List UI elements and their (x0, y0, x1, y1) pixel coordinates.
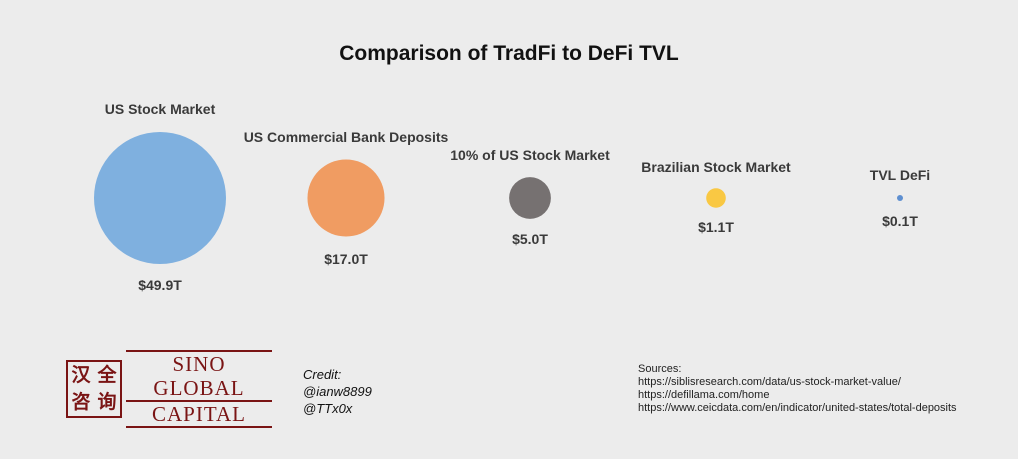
source-link: https://siblisresearch.com/data/us-stock… (638, 376, 901, 388)
credit-line: @ianw8899 (303, 384, 372, 399)
source-link: https://defillama.com/home (638, 389, 770, 401)
bubble-name-label: US Stock Market (105, 101, 216, 117)
sources-block: Sources: https://siblisresearch.com/data… (638, 363, 957, 415)
bubble-2 (509, 177, 551, 219)
logo-line-2: CAPITAL (126, 402, 272, 428)
credit-line: @TTx0x (303, 401, 353, 416)
bubble-name-label: TVL DeFi (870, 167, 930, 183)
bubble-name-label: Brazilian Stock Market (641, 159, 791, 175)
bubble-value-label: $1.1T (698, 219, 734, 235)
logo-chinese-seal: 汉 全 咨 询 (66, 360, 122, 418)
bubble-4 (897, 195, 903, 201)
logo-wordmark: SINO GLOBAL CAPITAL (126, 350, 272, 428)
credit-block: Credit: @ianw8899 @TTx0x (303, 366, 372, 417)
bubble-value-label: $17.0T (324, 251, 368, 267)
sources-heading: Sources: (638, 363, 682, 375)
bubble-name-label: US Commercial Bank Deposits (244, 129, 449, 145)
bubble-0 (94, 132, 226, 264)
bubble-value-label: $5.0T (512, 231, 548, 247)
bubble-value-label: $49.9T (138, 277, 182, 293)
logo-char: 咨 (71, 391, 91, 413)
bubble-value-label: $0.1T (882, 213, 918, 229)
sino-global-logo: 汉 全 咨 询 SINO GLOBAL CAPITAL (66, 350, 272, 428)
logo-line-1: SINO GLOBAL (126, 350, 272, 402)
chart-title: Comparison of TradFi to DeFi TVL (339, 42, 679, 65)
source-link: https://www.ceicdata.com/en/indicator/un… (638, 402, 957, 414)
bubble-3 (706, 188, 726, 208)
logo-char: 询 (97, 391, 117, 413)
credit-heading: Credit: (303, 367, 342, 382)
bubble-1 (307, 159, 385, 237)
bubble-chart: US Stock Market $49.9T US Commercial Bank … (94, 101, 930, 293)
logo-char: 汉 (71, 364, 91, 386)
bubble-name-label: 10% of US Stock Market (450, 147, 610, 163)
logo-char: 全 (97, 364, 117, 386)
